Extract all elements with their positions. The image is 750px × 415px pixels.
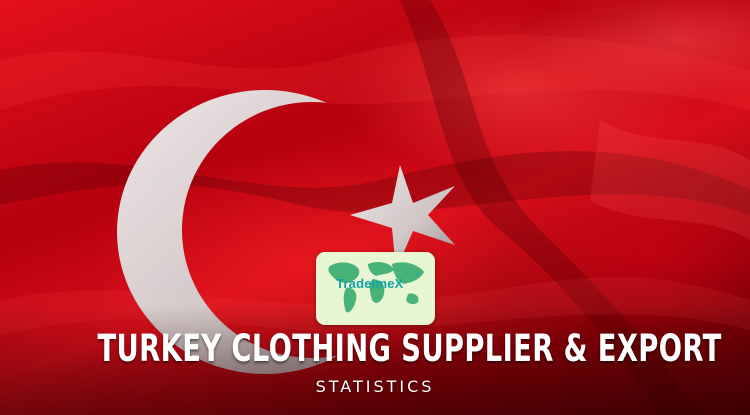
- tradeimex-logo: TradeImeX ®: [316, 252, 435, 325]
- star-icon: [350, 165, 455, 270]
- banner-subtitle: STATISTICS: [315, 377, 435, 396]
- logo-brand-text: TradeImeX: [336, 276, 404, 291]
- banner-title: TURKEY CLOTHING SUPPLIER & EXPORT: [97, 327, 722, 370]
- registered-mark: ®: [415, 273, 420, 279]
- world-map-icon: [328, 262, 424, 313]
